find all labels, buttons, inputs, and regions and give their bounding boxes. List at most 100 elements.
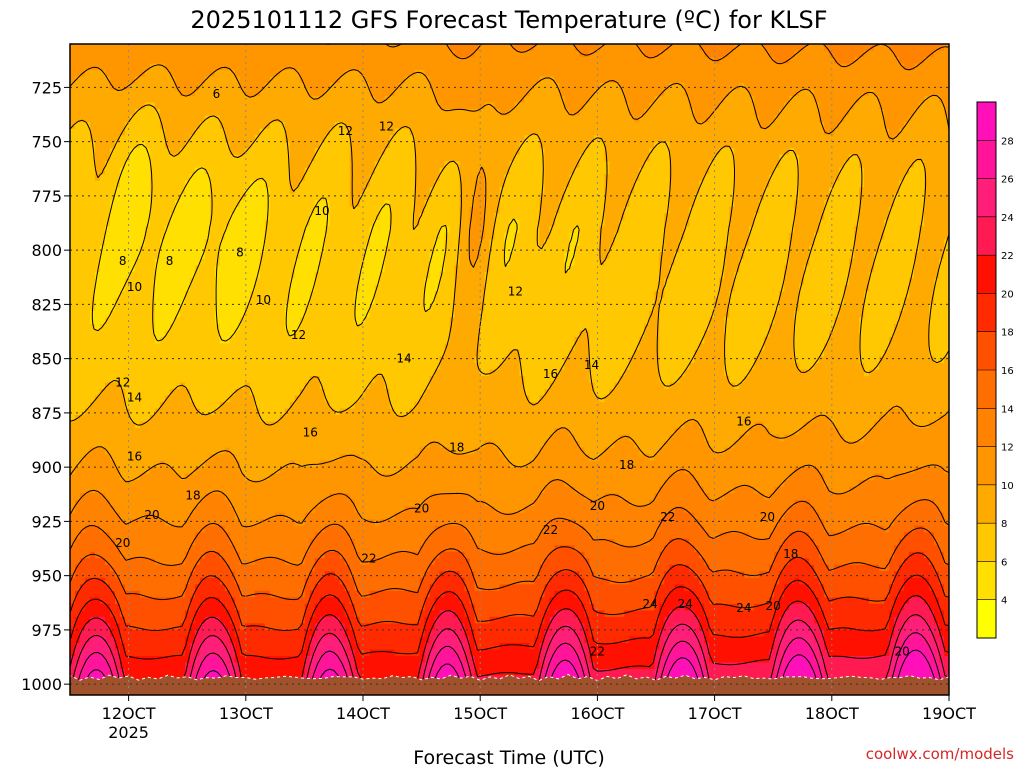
contour-lines [70, 44, 949, 695]
colorbar-bin [977, 370, 996, 409]
colorbar-label: 8 [1001, 519, 1007, 530]
colorbar-bin [977, 599, 996, 639]
y-tick-label: 850 [31, 350, 62, 369]
x-tick-label: 17OCT [688, 704, 742, 723]
colorbar-label: 18 [1001, 328, 1014, 339]
colorbar-bin [977, 216, 996, 256]
colorbar-label: 22 [1001, 251, 1014, 262]
contour-label: 20 [115, 536, 130, 550]
contour-label: 20 [894, 645, 909, 659]
x-tick-sublabel: 2025 [108, 723, 149, 742]
contour-label: 12 [291, 328, 306, 342]
x-tick-label: 16OCT [570, 704, 624, 723]
grid-lines [70, 44, 949, 695]
y-axis: 725 750 775 800 825 850 875 900 925 950 975 1000 [21, 78, 70, 694]
y-tick-label: 875 [31, 404, 62, 423]
x-axis-label: Forecast Time (UTC) [413, 747, 604, 768]
x-tick-label: 13OCT [219, 704, 273, 723]
contour-label: 8 [119, 254, 127, 268]
contour-label: 22 [361, 551, 376, 565]
contour-label: 12 [508, 284, 523, 298]
plot-frame [69, 43, 950, 696]
colorbar-bin [977, 523, 996, 562]
y-tick-label: 750 [31, 133, 62, 152]
contour-label: 20 [760, 510, 775, 524]
contour-label: 24 [736, 601, 751, 615]
contour-label: 22 [660, 510, 675, 524]
contour-label: 12 [115, 376, 130, 390]
contour-path [70, 44, 949, 695]
x-tick-label: 14OCT [336, 704, 390, 723]
colorbar-label: 6 [1001, 557, 1007, 568]
colorbar-label: 16 [1001, 366, 1014, 377]
colorbar-bin [977, 408, 996, 447]
contour-label: 18 [449, 441, 464, 455]
contour-label: 20 [590, 499, 605, 513]
contour-label: 16 [543, 367, 558, 381]
colorbar-bin [977, 561, 996, 601]
y-tick-label: 975 [31, 621, 62, 640]
contour-label: 12 [379, 119, 394, 133]
y-tick-label: 950 [31, 567, 62, 586]
contour-label: 22 [590, 645, 605, 659]
x-tick-label: 19OCT [922, 704, 976, 723]
y-tick-label: 725 [31, 78, 62, 97]
colorbar-label: 26 [1001, 175, 1014, 186]
contour-label: 6 [213, 87, 221, 101]
contour-label: 20 [144, 508, 159, 522]
contour-label: 10 [256, 293, 271, 307]
contour-label: 10 [314, 204, 329, 218]
y-tick-label: 775 [31, 187, 62, 206]
y-tick-label: 825 [31, 295, 62, 314]
contour-label: 16 [127, 449, 142, 463]
colorbar-bin [977, 178, 996, 218]
contour-label: 16 [736, 415, 751, 429]
x-tick-label: 18OCT [805, 704, 859, 723]
credit-link[interactable]: coolwx.com/models [866, 745, 1014, 763]
contour-label: 20 [766, 599, 781, 613]
x-tick-label: 15OCT [453, 704, 507, 723]
temperature-field [70, 44, 949, 695]
contour-label: 20 [414, 501, 429, 515]
contour-label: 18 [185, 488, 200, 502]
contour-label: 12 [338, 124, 353, 138]
contour-label: 8 [236, 245, 244, 259]
colorbar-label: 20 [1001, 289, 1014, 300]
colorbar-label: 12 [1001, 443, 1014, 454]
y-tick-label: 800 [31, 241, 62, 260]
contour-label: 14 [584, 358, 599, 372]
colorbar-bin [977, 255, 996, 294]
contour-label: 24 [678, 597, 693, 611]
colorbar-bin [977, 446, 996, 486]
ground-surface [70, 674, 949, 695]
y-tick-label: 925 [31, 512, 62, 531]
contour-label: 18 [783, 547, 798, 561]
ground [70, 674, 949, 695]
colorbar-label: 24 [1001, 213, 1014, 224]
contour-label: 18 [619, 458, 634, 472]
contour-label: 22 [543, 523, 558, 537]
colorbar-bin [977, 331, 996, 371]
contour-label: 10 [127, 280, 142, 294]
contour-label: 8 [166, 254, 174, 268]
colorbar-bin [977, 293, 996, 333]
contour-label: 24 [642, 597, 657, 611]
contour-label: 14 [127, 391, 142, 405]
colorbar-label: 28 [1001, 136, 1014, 147]
colorbar-bin [977, 102, 996, 141]
colorbar-bin [977, 484, 996, 524]
x-tick-label: 12OCT [102, 704, 156, 723]
chart-title: 2025101112 GFS Forecast Temperature (ºC)… [190, 6, 827, 34]
contour-label: 14 [396, 352, 411, 366]
colorbar-label: 4 [1001, 596, 1007, 607]
y-tick-label: 1000 [21, 675, 62, 694]
colorbar-label: 14 [1001, 404, 1014, 415]
y-tick-label: 900 [31, 458, 62, 477]
colorbar-label: 10 [1001, 481, 1014, 492]
contour-label: 16 [303, 425, 318, 439]
colorbar-bin [977, 140, 996, 179]
colorbar: 4 6 8 10 12 14 16 18 20 22 24 26 28 [976, 101, 1014, 639]
